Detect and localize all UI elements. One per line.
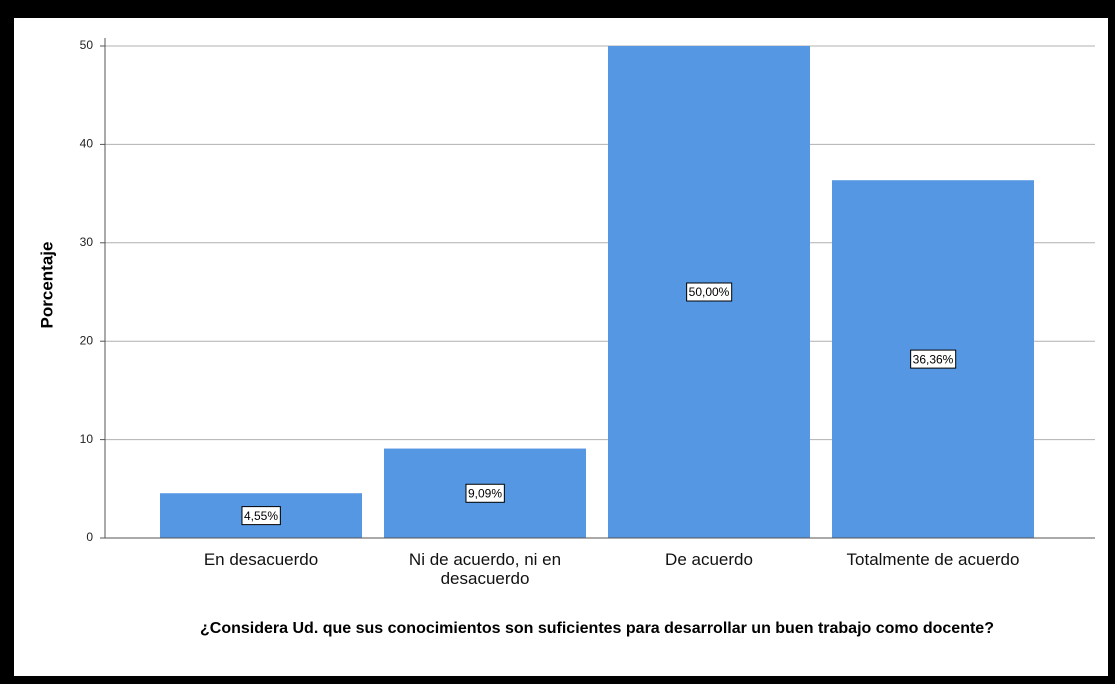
data-label: 50,00% <box>689 285 730 299</box>
data-label-box <box>910 349 957 369</box>
y-tick-label: 20 <box>80 333 94 347</box>
y-axis-title: Porcentaje <box>37 242 56 329</box>
data-label: 9,09% <box>468 486 502 500</box>
y-tick-label: 10 <box>80 432 94 446</box>
y-tick-label: 0 <box>86 530 93 544</box>
data-label-box <box>241 506 281 526</box>
x-tick-label: De acuerdo <box>665 550 753 569</box>
data-label: 4,55% <box>244 509 278 523</box>
x-axis-title: ¿Considera Ud. que sus conocimientos son… <box>200 620 994 637</box>
x-tick-label: En desacuerdo <box>203 550 319 569</box>
x-tick-label: Ni de acuerdo, ni en desacuerdo <box>408 550 562 588</box>
y-tick-label: 50 <box>80 38 94 52</box>
x-tick-label: Totalmente de acuerdo <box>846 550 1020 569</box>
y-tick-label: 30 <box>80 235 94 249</box>
data-label-box <box>465 483 505 503</box>
data-label-box <box>686 282 733 302</box>
y-tick-label: 40 <box>80 137 94 151</box>
data-label: 36,36% <box>913 352 954 366</box>
